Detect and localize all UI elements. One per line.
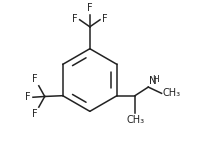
Text: F: F [32,74,38,84]
Text: F: F [32,109,38,119]
Text: CH₃: CH₃ [162,88,180,98]
Text: CH₃: CH₃ [127,115,145,125]
Text: N: N [149,76,156,86]
Text: F: F [101,14,107,24]
Text: F: F [73,14,78,24]
Text: F: F [87,3,93,13]
Text: F: F [26,92,31,102]
Text: H: H [152,75,158,84]
